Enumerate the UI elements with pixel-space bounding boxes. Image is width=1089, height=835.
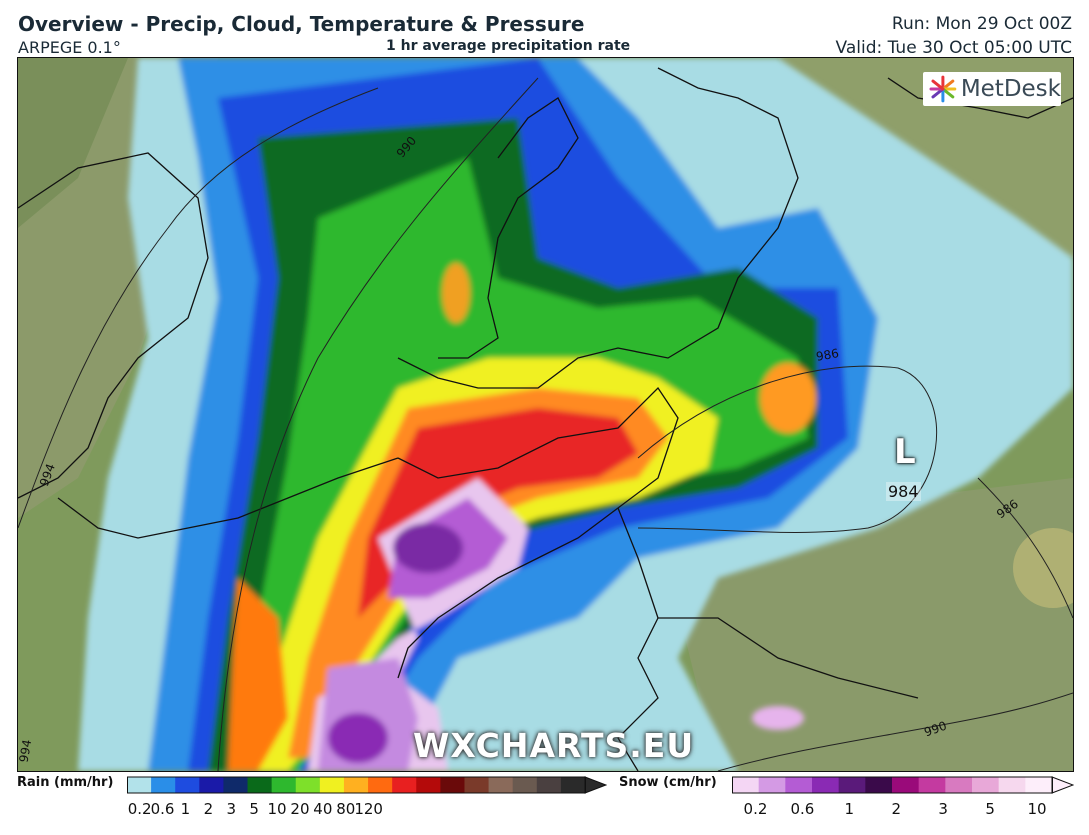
colorbar-swatch — [488, 777, 514, 793]
rain-legend-label: Rain (mm/hr) — [17, 775, 114, 790]
colorbar-swatch — [536, 777, 562, 793]
colorbar-swatch — [838, 777, 866, 793]
snow-legend-label: Snow (cm/hr) — [619, 775, 717, 790]
colorbar-tick-label: 0.6 — [150, 800, 175, 818]
colorbar-tick-label: 40 — [313, 800, 333, 818]
colorbar-swatch — [223, 777, 249, 793]
colorbar-tick-label: 2 — [891, 800, 902, 818]
rain-colorbar — [127, 776, 607, 794]
colorbar-swatch — [127, 777, 152, 793]
colorbar-swatch — [865, 777, 893, 793]
colorbar-swatch — [416, 777, 441, 793]
low-pressure-symbol: L — [894, 432, 916, 472]
precip-layers — [78, 58, 1073, 771]
colorbar-tick-label: 1 — [180, 800, 191, 818]
colorbar-swatch — [812, 777, 840, 793]
colorbar-swatch — [247, 777, 273, 793]
colorbar-swatch — [972, 777, 1000, 793]
colorbar-tick-label: 120 — [354, 800, 383, 818]
watermark: WXCHARTS.EU — [413, 726, 695, 765]
precipitation-map[interactable]: MetDesk L 984 990 986 994 986 990 994 WX… — [17, 57, 1074, 772]
colorbar-swatch — [998, 777, 1026, 793]
colorbar-swatch — [1025, 777, 1053, 793]
colorbar-swatch — [271, 777, 297, 793]
colorbar-extend-arrow — [1051, 776, 1074, 794]
snow-south-heavy — [328, 713, 388, 763]
colorbar-tick-label: 0.6 — [790, 800, 815, 818]
colorbar-swatch — [785, 777, 813, 793]
chart-title: Overview - Precip, Cloud, Temperature & … — [18, 12, 585, 36]
northwest-land — [18, 58, 128, 228]
colorbar-tick-label: 2 — [203, 800, 214, 818]
colorbar-swatch — [343, 777, 369, 793]
valid-time: Valid: Tue 30 Oct 05:00 UTC — [835, 38, 1072, 58]
map-canvas — [18, 58, 1073, 771]
colorbar-tick-label: 0.2 — [743, 800, 768, 818]
colorbar-swatch — [464, 777, 490, 793]
warm-spot — [1013, 528, 1073, 608]
colorbar-tick-label: 20 — [290, 800, 310, 818]
isobars — [18, 77, 1073, 771]
rain-north-orange — [442, 263, 470, 323]
colorbar-swatch — [560, 777, 586, 793]
colorbar-swatch — [892, 777, 920, 793]
colorbar-tick-label: 0.2 — [127, 800, 152, 818]
colorbar-swatch — [512, 777, 538, 793]
colorbar-swatch — [319, 777, 345, 793]
colorbar-swatch — [199, 777, 224, 793]
colorbar-swatch — [945, 777, 973, 793]
colorbar-tick-label: 5 — [249, 800, 259, 818]
colorbar-swatch — [758, 777, 786, 793]
colorbar-tick-label: 3 — [226, 800, 237, 818]
coastlines — [18, 67, 1073, 771]
metdesk-logo-text: MetDesk — [960, 76, 1061, 102]
low-pressure-value: 984 — [886, 482, 921, 501]
metdesk-logo-icon — [929, 75, 957, 103]
rain-west-orange — [228, 578, 288, 771]
snow-east — [752, 706, 804, 730]
colorbar-extend-arrow — [584, 776, 607, 794]
rain-red — [358, 408, 638, 618]
snow-colorbar — [732, 776, 1074, 794]
colorbar-swatch — [368, 777, 393, 793]
colorbar-swatch — [918, 777, 946, 793]
rain-east-orange — [760, 363, 816, 433]
metdesk-logo: MetDesk — [923, 72, 1061, 106]
run-time: Run: Mon 29 Oct 00Z — [891, 14, 1072, 34]
colorbar-tick-label: 3 — [938, 800, 948, 818]
colorbar-tick-label: 5 — [985, 800, 995, 818]
colorbar-swatch — [732, 777, 760, 793]
colorbar-swatch — [175, 777, 200, 793]
colorbar-tick-label: 10 — [267, 800, 287, 818]
colorbar-swatch — [392, 777, 417, 793]
snow-heavy — [393, 523, 463, 573]
colorbar-swatch — [151, 777, 176, 793]
colorbar-tick-label: 10 — [1027, 800, 1047, 818]
chart-subtitle: 1 hr average precipitation rate — [386, 38, 631, 54]
colorbar-swatch — [295, 777, 321, 793]
colorbar-swatch — [440, 777, 465, 793]
colorbar-tick-label: 1 — [844, 800, 855, 818]
colorbar-tick-label: 80 — [336, 800, 356, 818]
model-name: ARPEGE 0.1° — [18, 38, 121, 57]
